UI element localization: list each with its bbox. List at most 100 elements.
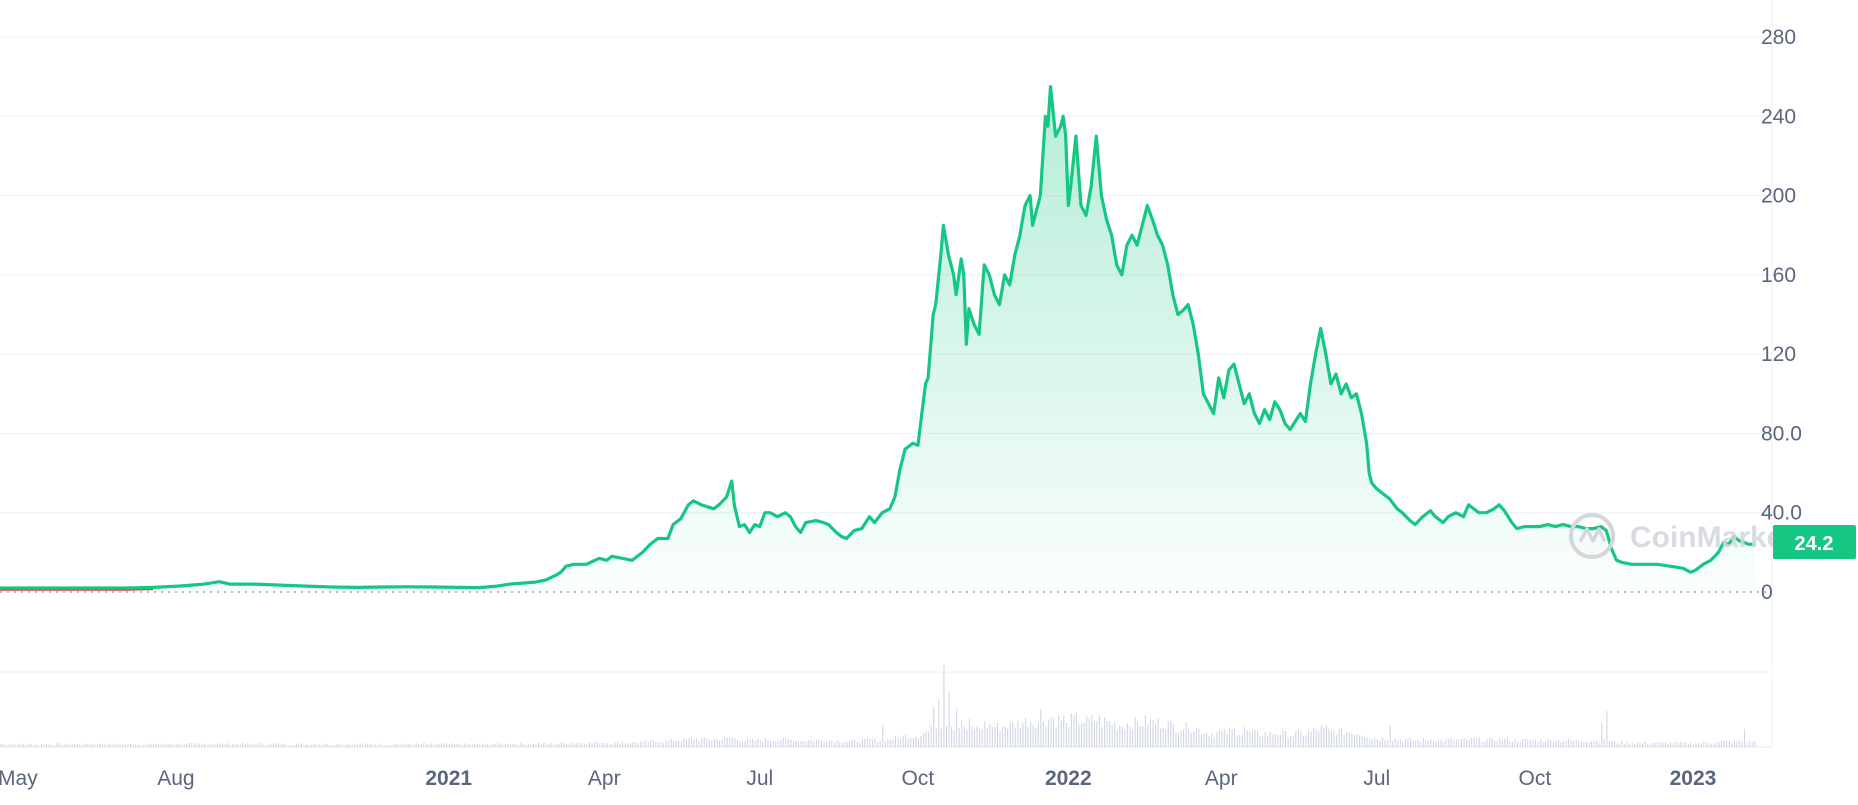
volume-bar xyxy=(1478,737,1480,747)
volume-bar xyxy=(1019,728,1021,747)
volume-bar xyxy=(785,738,787,747)
volume-bar xyxy=(155,744,157,747)
volume-bar xyxy=(994,726,996,747)
y-tick-label-3: 120 xyxy=(1761,343,1796,366)
volume-bar xyxy=(453,743,455,747)
price-line[interactable] xyxy=(0,85,1756,590)
volume-bar xyxy=(1183,729,1185,747)
volume-bar xyxy=(1014,727,1016,747)
volume-bar xyxy=(1420,741,1422,747)
volume-bar xyxy=(652,740,654,747)
volume-bar xyxy=(71,744,73,747)
volume-bar xyxy=(1132,729,1134,747)
volume-bar xyxy=(1343,735,1345,747)
volume-bar xyxy=(81,745,83,747)
volume-bar xyxy=(1167,721,1169,747)
volume-bar xyxy=(1157,718,1159,747)
volume-bar xyxy=(650,740,652,747)
volume-bar xyxy=(1527,739,1529,747)
volume-bar xyxy=(63,744,65,747)
volume-bar xyxy=(1667,744,1669,747)
volume-bar xyxy=(1292,735,1294,747)
volume-bar xyxy=(938,699,940,747)
volume-bar xyxy=(872,739,874,747)
volume-bar xyxy=(252,744,254,747)
volume-bar xyxy=(619,743,621,747)
volume-bar xyxy=(1570,740,1572,747)
volume-bar xyxy=(1081,723,1083,747)
volume-bar xyxy=(1476,738,1478,747)
current-price-tag: 24.2 xyxy=(1773,525,1856,559)
volume-bar xyxy=(1359,735,1361,747)
volume-bar xyxy=(741,741,743,747)
volume-bar xyxy=(1267,735,1269,747)
volume-bar xyxy=(1098,715,1100,747)
volume-bar xyxy=(362,744,364,747)
volume-bar xyxy=(869,738,871,747)
volume-bar xyxy=(260,743,262,747)
volume-bar xyxy=(1417,739,1419,747)
volume-bar xyxy=(1695,743,1697,747)
volume-bar xyxy=(568,743,570,747)
volume-bar xyxy=(1246,730,1248,747)
volume-bar xyxy=(1257,731,1259,747)
volume-bar xyxy=(1486,739,1488,747)
volume-bar xyxy=(823,742,825,747)
volume-bar xyxy=(543,742,545,747)
volume-bar xyxy=(813,741,815,747)
volume-bar xyxy=(558,743,560,747)
volume-bar xyxy=(1333,730,1335,747)
volume-bar xyxy=(211,744,213,747)
volume-bar xyxy=(974,729,976,747)
volume-bar xyxy=(1323,726,1325,747)
volume-bar xyxy=(673,741,675,747)
volume-bar xyxy=(323,744,325,747)
volume-bar xyxy=(640,741,642,747)
volume-bar xyxy=(1425,739,1427,747)
volume-bar xyxy=(856,742,858,747)
volume-bar xyxy=(328,745,330,747)
volume-bar xyxy=(1608,741,1610,747)
volume-bar xyxy=(107,745,109,747)
volume-bar xyxy=(1448,739,1450,747)
volume-bar xyxy=(1738,740,1740,747)
volume-bar xyxy=(1007,728,1009,747)
volume-bar xyxy=(127,743,129,747)
volume-bar xyxy=(35,744,37,747)
volume-bar xyxy=(879,740,881,747)
volume-bar xyxy=(1091,715,1093,747)
volume-bar xyxy=(242,742,244,747)
volume-bar xyxy=(224,744,226,747)
volume-bar xyxy=(759,740,761,747)
volume-bar xyxy=(1254,730,1256,747)
volume-bar xyxy=(331,744,333,747)
y-tick-label-0: 0 xyxy=(1761,581,1773,604)
volume-bar xyxy=(1147,724,1149,747)
volume-bar xyxy=(1392,741,1394,747)
volume-bar xyxy=(859,742,861,747)
volume-bar xyxy=(846,741,848,747)
current-price-tag-box xyxy=(1773,525,1856,559)
volume-bar xyxy=(1621,741,1623,747)
volume-bar xyxy=(1364,736,1366,747)
volume-bar xyxy=(22,744,24,747)
volume-bar xyxy=(484,743,486,747)
volume-bar xyxy=(665,740,667,747)
x-axis: May Aug 2021 Apr Jul Oct 2022 Apr Jul Oct 2023 xyxy=(0,767,1716,790)
volume-bar xyxy=(354,743,356,747)
volume-bar xyxy=(583,744,585,747)
volume-bar xyxy=(25,744,27,747)
volume-bar xyxy=(474,743,476,747)
volume-bar xyxy=(255,744,257,747)
volume-bar xyxy=(545,743,547,747)
volume-bar xyxy=(247,743,249,747)
volume-bar xyxy=(1351,733,1353,747)
volume-bar xyxy=(270,743,272,747)
volume-bar xyxy=(670,739,672,747)
volume-bar xyxy=(1208,736,1210,747)
volume-bar xyxy=(1040,709,1042,747)
volume-bar xyxy=(430,743,432,747)
volume-bar xyxy=(963,725,965,747)
volume-bar xyxy=(617,741,619,747)
